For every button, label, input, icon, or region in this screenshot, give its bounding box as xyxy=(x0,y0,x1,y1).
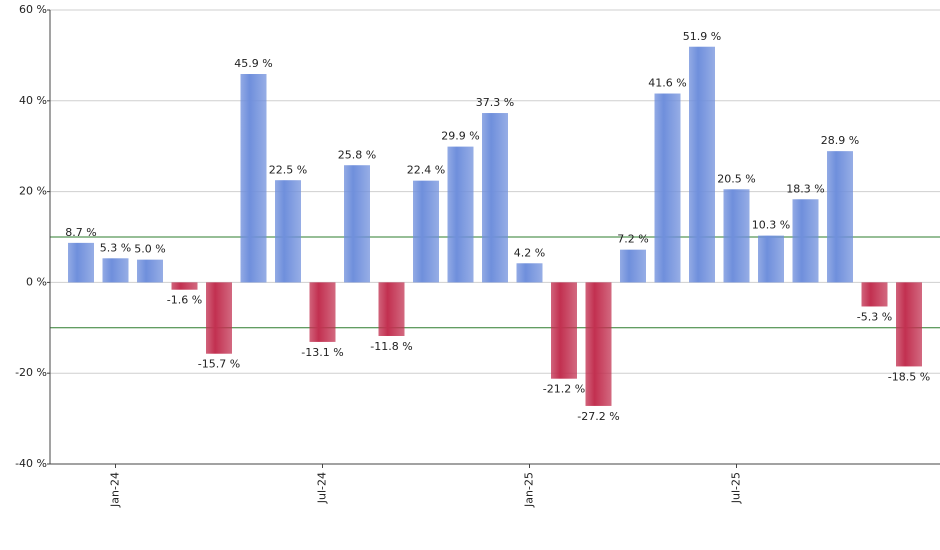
bar xyxy=(102,258,129,283)
bar-shade xyxy=(241,74,267,282)
value-label: -11.8 % xyxy=(370,340,412,353)
value-label: -1.6 % xyxy=(167,294,202,307)
bar xyxy=(206,282,232,354)
x-tick-label: Jan-24 xyxy=(109,472,122,508)
bar xyxy=(171,282,198,290)
y-tick-label: 40 % xyxy=(19,94,47,107)
bar-shade xyxy=(482,113,508,282)
bar xyxy=(309,282,336,342)
value-label: 10.3 % xyxy=(752,219,790,232)
value-label: -13.1 % xyxy=(301,346,343,359)
bar-shade xyxy=(103,258,129,282)
bar-shade xyxy=(896,282,922,366)
x-tick-label: Jan-25 xyxy=(523,472,536,508)
bar-shade xyxy=(724,189,750,282)
value-label: -18.5 % xyxy=(888,370,930,383)
bar-shade xyxy=(689,47,715,283)
bar xyxy=(620,249,646,283)
bar xyxy=(137,259,163,283)
bar xyxy=(689,46,715,283)
value-label: 20.5 % xyxy=(717,172,755,185)
value-label: 18.3 % xyxy=(786,182,824,195)
bar-shade xyxy=(862,282,888,306)
bar xyxy=(723,189,750,283)
bar xyxy=(275,180,301,283)
value-label: 8.7 % xyxy=(65,226,96,239)
bar-shade xyxy=(344,165,370,282)
bar-shade xyxy=(413,181,439,283)
value-label: 45.9 % xyxy=(234,57,272,70)
bar xyxy=(585,282,612,406)
bar-shade xyxy=(793,199,819,282)
value-label: 22.5 % xyxy=(269,163,307,176)
value-label: -5.3 % xyxy=(857,310,892,323)
bar xyxy=(861,282,888,307)
bar xyxy=(482,113,508,283)
value-label: -15.7 % xyxy=(198,358,240,371)
x-tick-label: Jul-25 xyxy=(730,472,743,504)
value-label: -21.2 % xyxy=(543,383,585,396)
value-label: -27.2 % xyxy=(577,410,619,423)
bar-shade xyxy=(620,250,646,283)
value-label: 28.9 % xyxy=(821,134,859,147)
bar-shade xyxy=(310,282,336,341)
bar-shade xyxy=(379,282,405,336)
bar xyxy=(344,165,370,283)
bar xyxy=(896,282,922,367)
bar xyxy=(378,282,405,336)
value-label: 7.2 % xyxy=(617,233,648,246)
bar xyxy=(792,199,819,283)
bar-shade xyxy=(758,236,784,283)
bar xyxy=(654,93,681,283)
y-tick-label: 0 % xyxy=(26,275,47,288)
y-tick-label: -40 % xyxy=(15,457,47,470)
bar-shade xyxy=(551,282,577,378)
bar-shade xyxy=(206,282,232,353)
value-label: 41.6 % xyxy=(648,77,686,90)
value-label: 37.3 % xyxy=(476,96,514,109)
bar-shade xyxy=(448,147,474,283)
bar-shade xyxy=(827,151,853,282)
value-label: 5.3 % xyxy=(100,241,131,254)
bar-shade xyxy=(172,282,198,289)
x-tick-label: Jul-24 xyxy=(316,472,329,504)
value-label: 5.0 % xyxy=(134,243,165,256)
value-label: 51.9 % xyxy=(683,30,721,43)
bar xyxy=(551,282,577,379)
bar xyxy=(447,146,474,283)
y-tick-label: 20 % xyxy=(19,185,47,198)
bar-shade xyxy=(137,260,163,283)
bar xyxy=(827,151,853,283)
bar-shade xyxy=(275,180,301,282)
value-label: 29.9 % xyxy=(441,130,479,143)
bar xyxy=(68,242,94,283)
y-tick-label: -20 % xyxy=(15,366,47,379)
value-label: 25.8 % xyxy=(338,148,376,161)
y-tick-label: 60 % xyxy=(19,3,47,16)
bar-shade xyxy=(68,243,94,282)
bar-shade xyxy=(517,263,543,282)
bar-shade xyxy=(586,282,612,405)
bar xyxy=(758,235,784,283)
bar xyxy=(516,263,543,283)
bar-shade xyxy=(655,94,681,283)
value-label: 22.4 % xyxy=(407,164,445,177)
value-label: 4.2 % xyxy=(514,246,545,259)
bar xyxy=(240,74,267,283)
bar xyxy=(413,180,439,283)
